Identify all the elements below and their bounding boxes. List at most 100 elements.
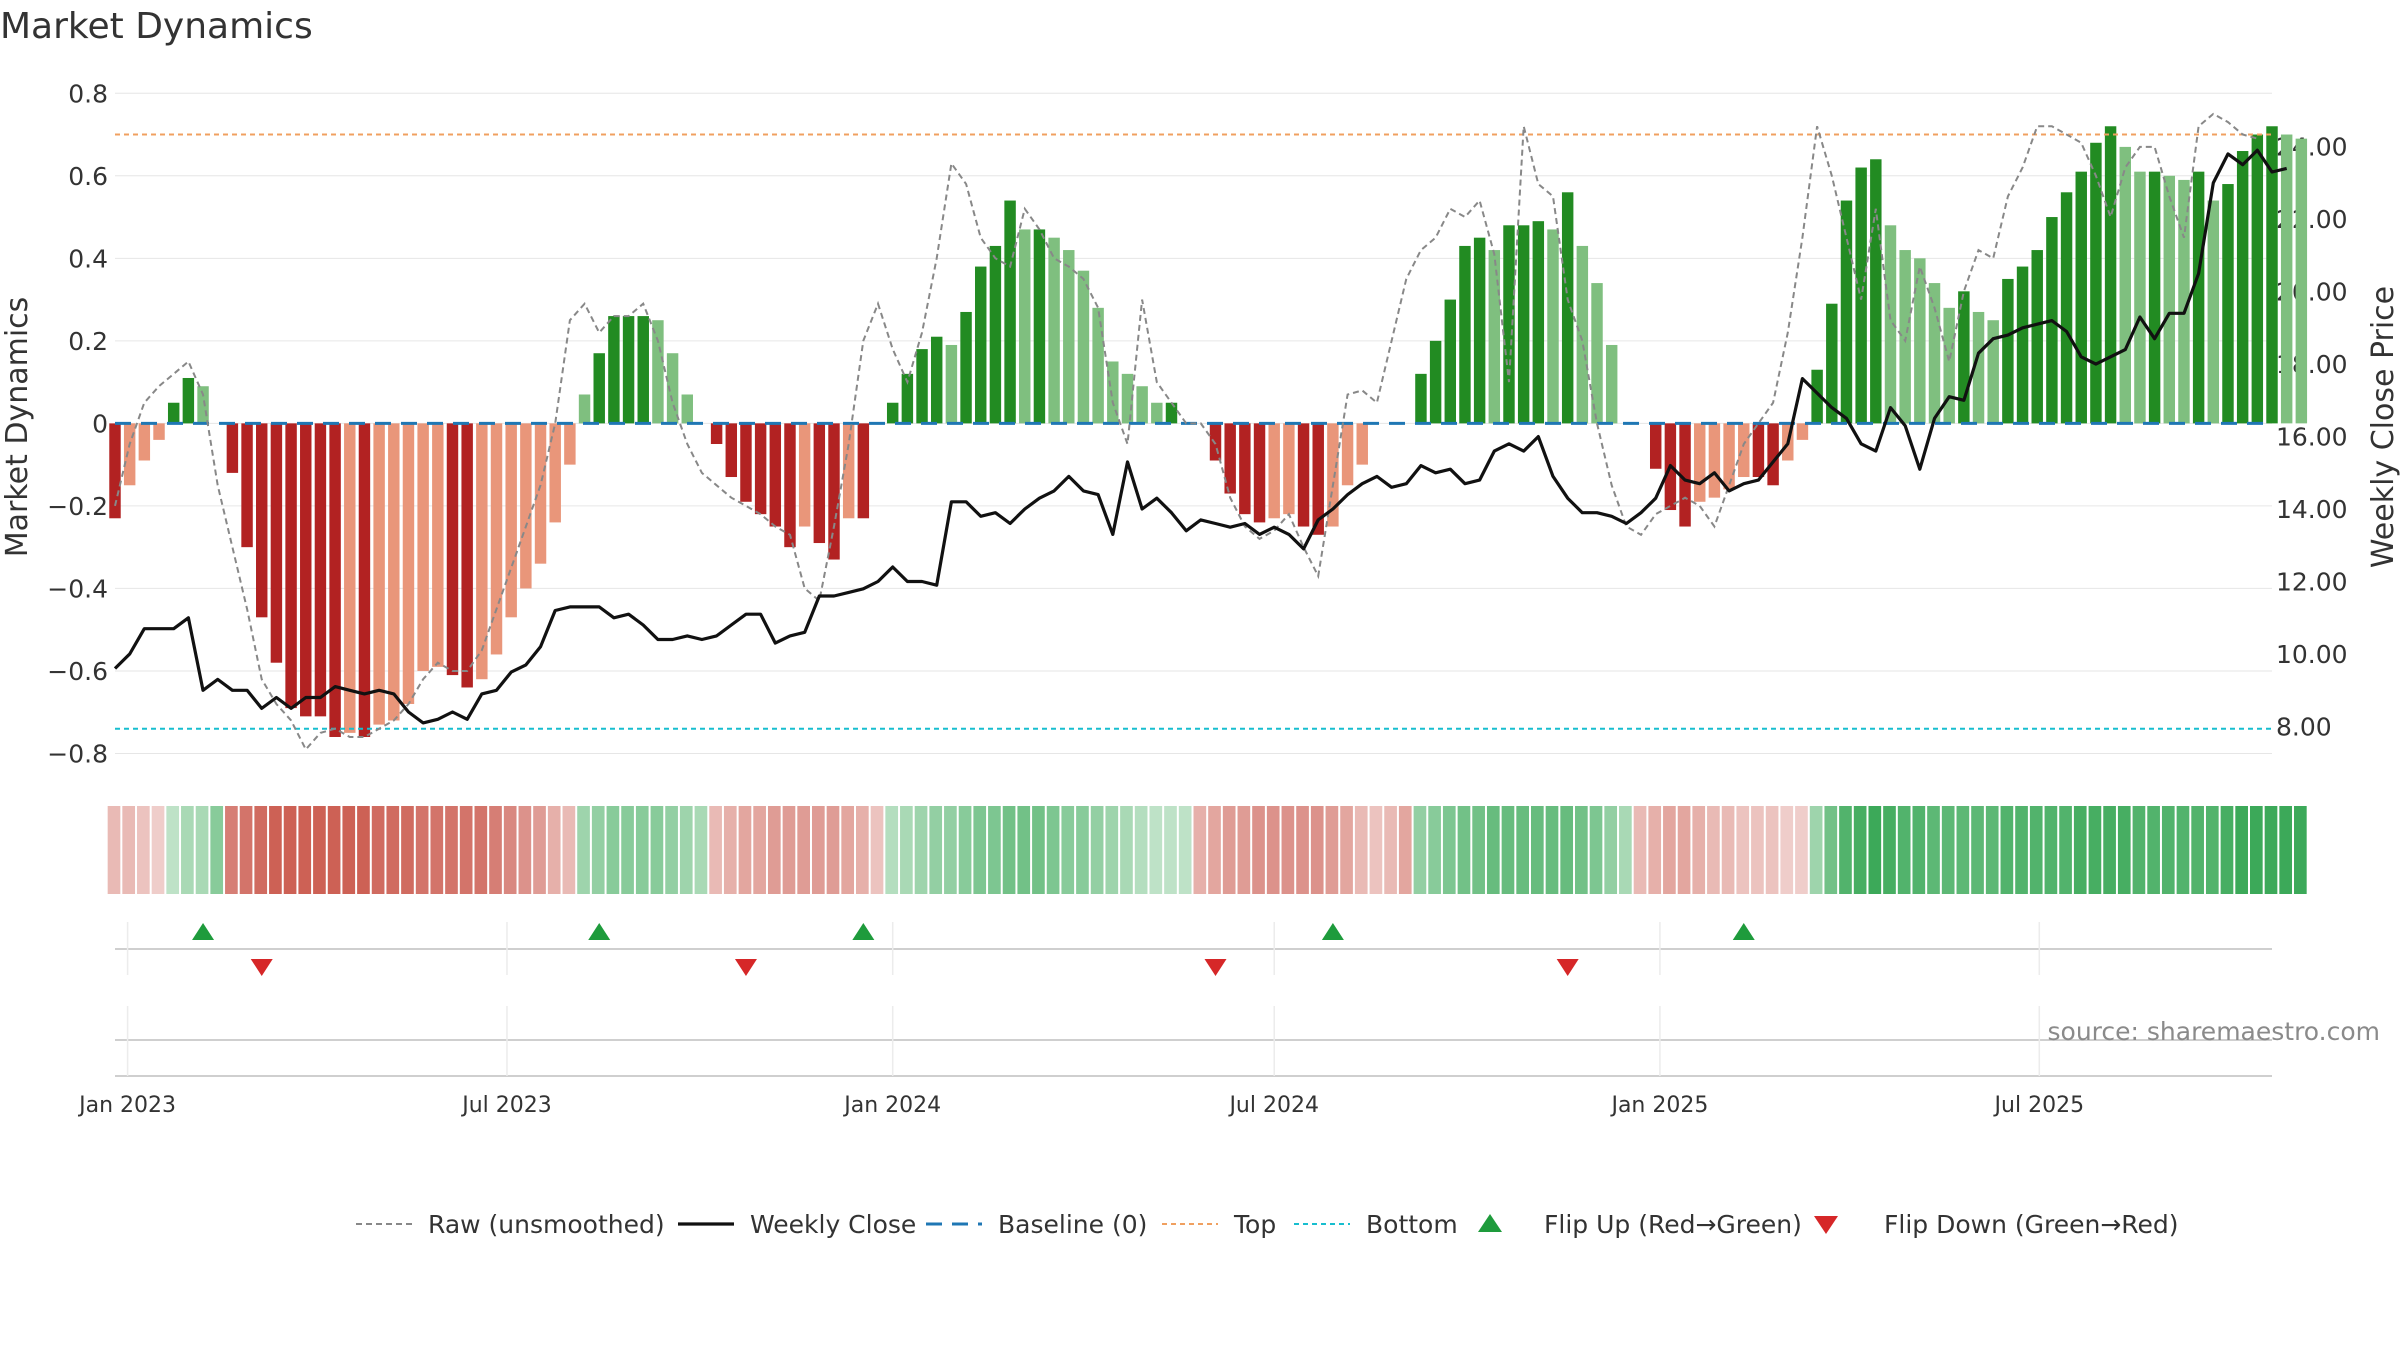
right-tick-label: 12.00 (2276, 568, 2348, 597)
dynamics-bar (1341, 423, 1354, 486)
dynamics-bar (960, 311, 972, 424)
dynamics-bar (314, 423, 327, 717)
dynamics-bar (109, 423, 121, 519)
dynamics-bar (1033, 229, 1046, 424)
state-strip-cell (181, 806, 194, 894)
legend-item-raw: Raw (unsmoothed) (356, 1210, 665, 1239)
legend-swatch-flip_up (1478, 1214, 1502, 1232)
dynamics-bar (1312, 423, 1324, 535)
state-strip-cell (679, 806, 693, 894)
flip-up-marker (588, 923, 611, 940)
state-strip (107, 806, 2307, 894)
state-strip-cell (151, 806, 165, 894)
state-strip-cell (1369, 806, 1383, 894)
state-strip-cell (767, 806, 781, 894)
dynamics-bar (182, 377, 195, 424)
state-strip-cell (1046, 806, 1060, 894)
dynamics-bar (842, 423, 855, 519)
state-strip-cell (2294, 806, 2307, 894)
state-strip-cell (1868, 806, 1882, 894)
dynamics-bar (1048, 237, 1060, 424)
state-strip-cell (665, 806, 678, 894)
right-tick-label: 8.00 (2276, 713, 2332, 742)
state-strip-cell (870, 806, 884, 894)
dynamics-bar (446, 423, 459, 676)
dynamics-bar (1532, 221, 1545, 424)
dynamics-bar (1767, 423, 1779, 486)
state-strip-cell (239, 806, 253, 894)
legend-label-bottom: Bottom (1366, 1210, 1458, 1239)
state-strip-cell (591, 806, 605, 894)
date-tick-label: Jul 2024 (1227, 1093, 1319, 1118)
state-strip-cell (1897, 806, 1911, 894)
state-strip-cell (1178, 806, 1192, 894)
dynamics-bar (666, 353, 679, 424)
dynamics-bar (1796, 423, 1809, 440)
date-tick-label: Jul 2023 (460, 1093, 552, 1118)
dynamics-bar (798, 423, 811, 527)
state-strip-cell (518, 806, 532, 894)
state-strip-cell (1105, 806, 1119, 894)
state-strip-cell (1530, 806, 1544, 894)
state-strip-cell (1824, 806, 1838, 894)
flip-down-marker (1204, 959, 1227, 976)
dynamics-bar (1077, 270, 1090, 424)
state-strip-cell (1384, 806, 1397, 894)
dynamics-bar (1826, 303, 1838, 424)
dynamics-bar (945, 344, 958, 424)
dynamics-bar (1723, 423, 1735, 490)
dynamics-bar (1092, 307, 1104, 424)
state-strip-cell (973, 806, 987, 894)
state-strip-cell (1751, 806, 1764, 894)
dynamics-bar (1840, 200, 1853, 424)
state-strip-cell (2220, 806, 2234, 894)
state-strip-cell (1956, 806, 1970, 894)
state-strip-cell (1428, 806, 1441, 894)
state-strip-cell (1619, 806, 1632, 894)
state-strip-cell (1222, 806, 1236, 894)
dynamics-bar (1429, 340, 1442, 424)
state-strip-cell (2044, 806, 2058, 894)
state-strip-cell (1442, 806, 1456, 894)
state-strip-cell (2059, 806, 2072, 894)
dynamics-bar (754, 423, 767, 515)
legend-item-flip_up: Flip Up (Red→Green) (1478, 1210, 1802, 1239)
state-strip-cell (650, 806, 664, 894)
dynamics-bar (622, 316, 635, 424)
state-strip-cell (166, 806, 180, 894)
state-strip-cell (1237, 806, 1251, 894)
dynamics-bar (285, 423, 297, 709)
dynamics-bar (138, 423, 151, 461)
state-strip-cell (195, 806, 209, 894)
state-strip-cell (1809, 806, 1823, 894)
state-strip-cell (841, 806, 855, 894)
dynamics-bar (241, 423, 253, 548)
state-strip-cell (1971, 806, 1984, 894)
dynamics-bar (901, 373, 914, 424)
dynamics-bar (857, 423, 870, 519)
dynamics-bar (1239, 423, 1251, 515)
dynamics-bar (1591, 283, 1603, 424)
dynamics-bar (534, 423, 547, 564)
state-strip-cell (944, 806, 957, 894)
dynamics-bar (1415, 373, 1427, 424)
dynamics-bar (2104, 126, 2117, 424)
state-strip-cell (1692, 806, 1706, 894)
dynamics-bar (1517, 225, 1530, 424)
dynamics-bar (1855, 167, 1867, 424)
state-strip-cell (137, 806, 150, 894)
left-axis-ticks: 0.8 0.6 0.4 0.2 0 −0.2 −0.4 −0.6 −0.8 (47, 79, 108, 768)
dynamics-bar (1356, 423, 1368, 465)
state-strip-cell (1560, 806, 1574, 894)
dynamics-bar (505, 423, 517, 618)
state-strip-cell (577, 806, 590, 894)
state-strip-cell (885, 806, 899, 894)
dynamics-bar (432, 423, 444, 667)
dynamics-bar (344, 423, 356, 733)
state-strip-cell (1927, 806, 1940, 894)
dynamics-bar (769, 423, 782, 527)
dynamics-bar (930, 336, 943, 424)
left-axis-title: Market Dynamics (0, 297, 35, 558)
state-strip-cell (2117, 806, 2131, 894)
state-strip-cell (1765, 806, 1779, 894)
